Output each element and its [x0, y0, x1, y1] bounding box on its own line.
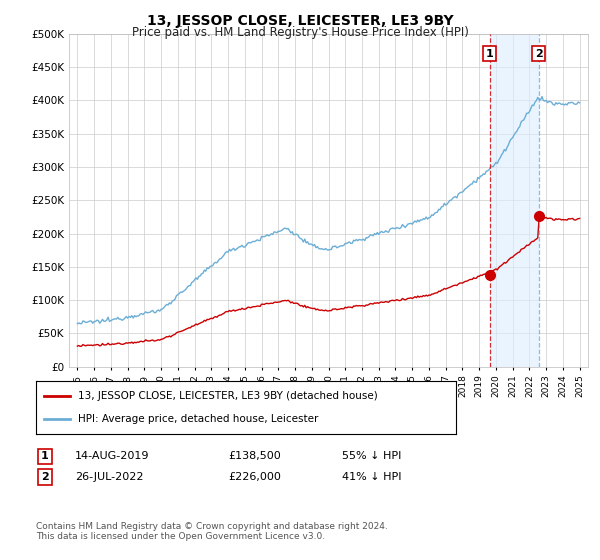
Text: 2: 2: [535, 49, 542, 59]
Text: 1: 1: [485, 49, 493, 59]
Text: 13, JESSOP CLOSE, LEICESTER, LE3 9BY: 13, JESSOP CLOSE, LEICESTER, LE3 9BY: [146, 14, 454, 28]
Text: 1: 1: [41, 451, 49, 461]
Text: 13, JESSOP CLOSE, LEICESTER, LE3 9BY (detached house): 13, JESSOP CLOSE, LEICESTER, LE3 9BY (de…: [78, 391, 378, 401]
Text: Contains HM Land Registry data © Crown copyright and database right 2024.
This d: Contains HM Land Registry data © Crown c…: [36, 522, 388, 542]
Text: HPI: Average price, detached house, Leicester: HPI: Average price, detached house, Leic…: [78, 414, 319, 424]
Text: 26-JUL-2022: 26-JUL-2022: [75, 472, 143, 482]
Text: 55% ↓ HPI: 55% ↓ HPI: [342, 451, 401, 461]
Text: 41% ↓ HPI: 41% ↓ HPI: [342, 472, 401, 482]
Bar: [490, 34, 539, 367]
Text: £138,500: £138,500: [228, 451, 281, 461]
Text: £226,000: £226,000: [228, 472, 281, 482]
Text: 2: 2: [41, 472, 49, 482]
Text: 14-AUG-2019: 14-AUG-2019: [75, 451, 149, 461]
Text: Price paid vs. HM Land Registry's House Price Index (HPI): Price paid vs. HM Land Registry's House …: [131, 26, 469, 39]
